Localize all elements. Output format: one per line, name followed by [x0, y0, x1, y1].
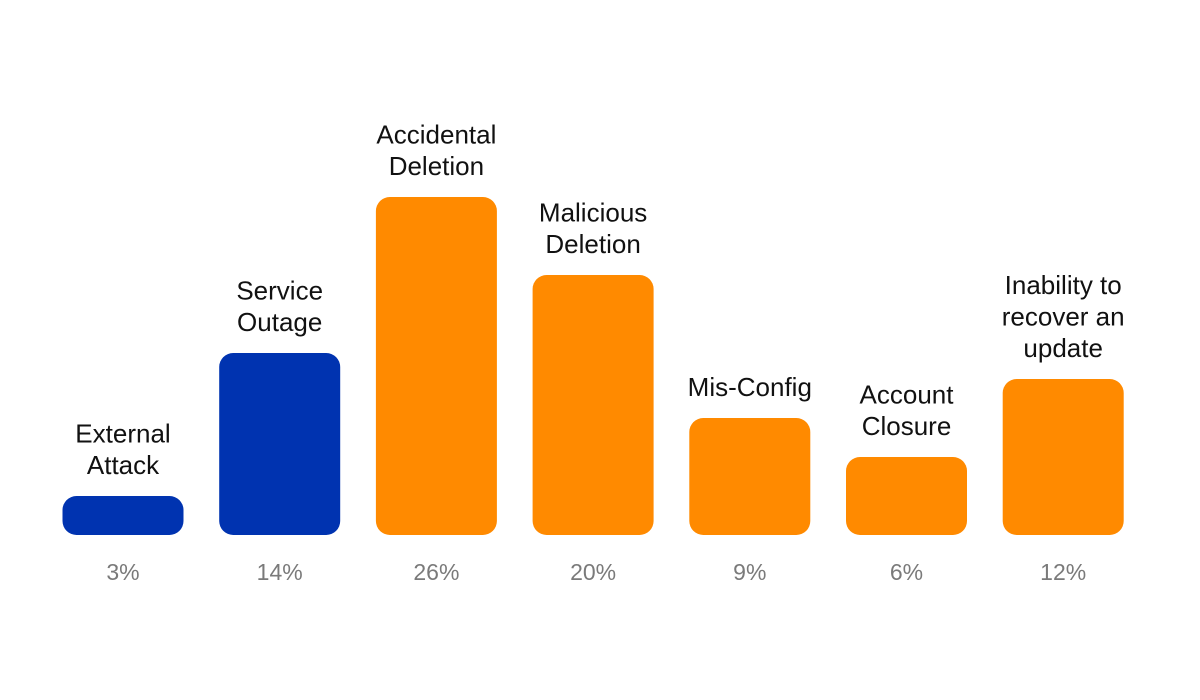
value-label-3: 20% — [570, 559, 616, 585]
bar-1 — [219, 353, 341, 535]
bar-3 — [532, 275, 654, 535]
bar-0 — [62, 496, 184, 535]
category-label-4: Mis-Config — [688, 372, 812, 402]
category-label-line: Deletion — [389, 151, 484, 181]
category-label-line: Attack — [87, 450, 160, 480]
category-label-0: External Attack — [75, 419, 170, 481]
category-label-line: Mis-Config — [688, 372, 812, 402]
value-label-0: 3% — [106, 559, 139, 585]
category-label-1: Service Outage — [236, 276, 323, 338]
category-label-line: Account — [860, 380, 955, 410]
category-label-line: Malicious — [539, 198, 647, 228]
value-label-5: 6% — [890, 559, 923, 585]
value-label-4: 9% — [733, 559, 766, 585]
category-label-5: Account Closure — [860, 380, 955, 442]
bar-4 — [689, 418, 811, 535]
value-label-1: 14% — [257, 559, 303, 585]
bar-6 — [1002, 379, 1124, 535]
category-label-2: Accidental Deletion — [376, 120, 496, 182]
category-label-line: Service — [236, 276, 323, 306]
category-label-line: update — [1023, 333, 1103, 363]
bar-2 — [375, 197, 497, 535]
value-label-6: 12% — [1040, 559, 1086, 585]
category-label-line: Inability to — [1005, 270, 1122, 300]
value-labels-layer: 3% 14% 26% 20% 9% 6% 12% — [106, 559, 1086, 585]
bars-layer — [62, 197, 1124, 535]
category-label-line: Outage — [237, 307, 322, 337]
category-label-line: recover an — [1002, 302, 1125, 332]
category-label-line: Closure — [862, 411, 952, 441]
category-label-line: Deletion — [545, 229, 640, 259]
category-label-6: Inability to recover an update — [1002, 270, 1125, 363]
category-label-line: External — [75, 419, 170, 449]
category-label-3: Malicious Deletion — [539, 198, 647, 260]
bar-5 — [846, 457, 967, 535]
category-label-line: Accidental — [376, 120, 496, 150]
value-label-2: 26% — [413, 559, 459, 585]
